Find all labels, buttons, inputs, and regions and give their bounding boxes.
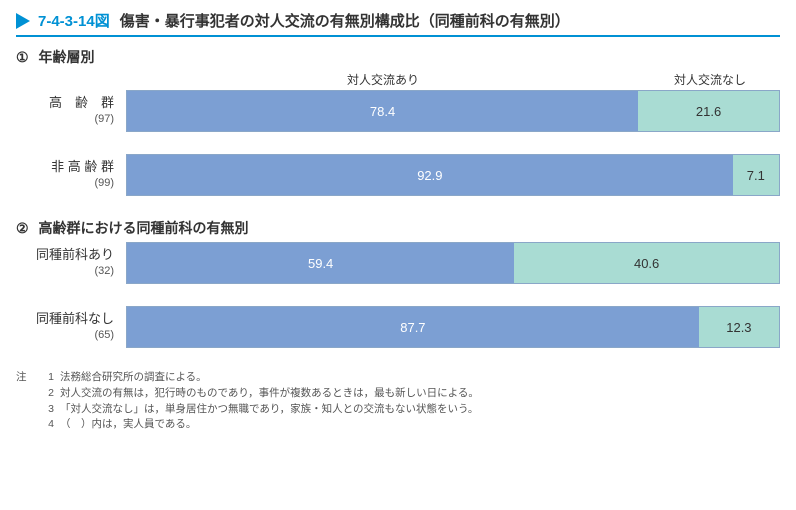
segment-no: 7.1 [733, 155, 779, 195]
section1-rows: 高 齢 群(97)78.421.6非 高 齢 群(99)92.97.1 [16, 90, 780, 196]
section1-num: ① [16, 49, 29, 66]
bar-row: 同種前科なし(65)87.712.3 [16, 306, 780, 348]
segment-yes: 78.4 [127, 91, 638, 131]
header-yes: 対人交流あり [126, 71, 640, 88]
bar-label: 高 齢 群(97) [16, 95, 126, 126]
segment-yes: 59.4 [127, 243, 514, 283]
segment-yes: 87.7 [127, 307, 699, 347]
bar-track: 92.97.1 [126, 154, 780, 196]
title-arrow-icon [16, 13, 30, 29]
bar-row: 同種前科あり(32)59.440.6 [16, 242, 780, 284]
figure-title: 傷害・暴行事犯者の対人交流の有無別構成比（同種前科の有無別） [120, 10, 570, 31]
segment-yes: 92.9 [127, 155, 733, 195]
segment-no: 12.3 [699, 307, 779, 347]
bar-track: 59.440.6 [126, 242, 780, 284]
figure-code: 7-4-3-14図 [38, 10, 110, 31]
section2-title: 高齢群における同種前科の有無別 [38, 220, 248, 236]
bar-track: 87.712.3 [126, 306, 780, 348]
note-line: 3「対人交流なし」は，単身居住かつ無職であり，家族・知人との交流もない状態をいう… [16, 402, 780, 418]
section2-num: ② [16, 220, 29, 237]
figure-title-row: 7-4-3-14図 傷害・暴行事犯者の対人交流の有無別構成比（同種前科の有無別） [16, 10, 780, 37]
notes-block: 注1法務総合研究所の調査による。2対人交流の有無は，犯行時のものであり，事件が複… [16, 370, 780, 433]
bar-label: 非 高 齢 群(99) [16, 159, 126, 190]
section2-rows: 同種前科あり(32)59.440.6同種前科なし(65)87.712.3 [16, 242, 780, 348]
segment-no: 40.6 [514, 243, 779, 283]
bar-label: 同種前科あり(32) [16, 247, 126, 278]
note-line: 注1法務総合研究所の調査による。 [16, 370, 780, 386]
column-headers: 対人交流あり 対人交流なし [126, 71, 780, 88]
note-line: 2対人交流の有無は，犯行時のものであり，事件が複数あるときは，最も新しい日による… [16, 386, 780, 402]
bar-row: 非 高 齢 群(99)92.97.1 [16, 154, 780, 196]
header-no: 対人交流なし [640, 71, 780, 88]
bar-label: 同種前科なし(65) [16, 311, 126, 342]
bar-row: 高 齢 群(97)78.421.6 [16, 90, 780, 132]
bar-track: 78.421.6 [126, 90, 780, 132]
segment-no: 21.6 [638, 91, 779, 131]
section1-header: ① 年齢層別 [16, 47, 780, 67]
section2-header: ② 高齢群における同種前科の有無別 [16, 218, 780, 238]
note-line: 4（ ）内は，実人員である。 [16, 417, 780, 433]
section1-title: 年齢層別 [38, 49, 94, 65]
